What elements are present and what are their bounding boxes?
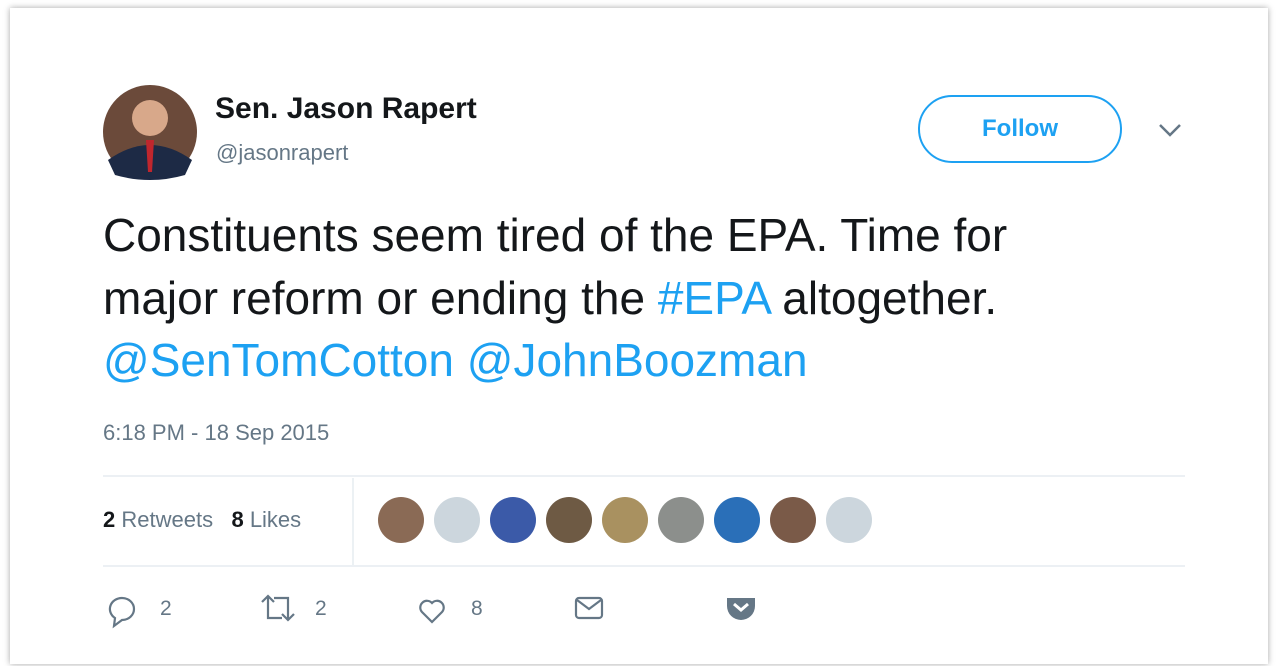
caret-icon[interactable]: [1160, 125, 1180, 135]
liker-avatar[interactable]: [434, 497, 480, 543]
liker-avatar[interactable]: [490, 497, 536, 543]
page: Sen. Jason Rapert @jasonrapert Follow Co…: [0, 0, 1278, 666]
liker-avatar[interactable]: [714, 497, 760, 543]
profile-avatar[interactable]: [103, 85, 197, 180]
liker-avatar[interactable]: [770, 497, 816, 543]
reply-icon[interactable]: [110, 598, 134, 626]
tweet-text: [454, 334, 467, 386]
timestamp[interactable]: 6:18 PM - 18 Sep 2015: [103, 420, 329, 446]
like-count: 8: [231, 507, 243, 532]
mention-link[interactable]: @SenTomCotton: [103, 334, 454, 386]
engagement-stats: 2 Retweets 8 Likes: [103, 507, 301, 533]
retweet-count: 2: [103, 507, 115, 532]
liker-avatars: [378, 497, 872, 543]
liker-avatar[interactable]: [658, 497, 704, 543]
user-name[interactable]: Sen. Jason Rapert: [215, 92, 477, 126]
tweet-line: @SenTomCotton @JohnBoozman: [103, 333, 808, 387]
retweets-stat[interactable]: 2 Retweets: [103, 507, 213, 532]
pocket-icon[interactable]: [727, 598, 755, 620]
liker-avatar[interactable]: [602, 497, 648, 543]
user-handle[interactable]: @jasonrapert: [216, 140, 348, 166]
tweet-text: Constituents seem tired of the EPA. Time…: [103, 209, 1007, 261]
retweet-label: Retweets: [121, 507, 213, 532]
tweet-line: Constituents seem tired of the EPA. Time…: [103, 208, 1007, 262]
retweet-icon[interactable]: [262, 596, 294, 620]
hashtag-link[interactable]: #EPA: [658, 272, 770, 324]
follow-button[interactable]: Follow: [918, 95, 1122, 163]
tweet-text: altogether.: [770, 272, 998, 324]
liker-avatar[interactable]: [378, 497, 424, 543]
mention-link[interactable]: @JohnBoozman: [467, 334, 808, 386]
like-label: Likes: [250, 507, 301, 532]
tweet-text: major reform or ending the: [103, 272, 658, 324]
reply-count: 2: [160, 597, 172, 621]
tweet-line: major reform or ending the #EPA altogeth…: [103, 271, 997, 325]
like-action-count: 8: [471, 597, 483, 621]
liker-avatar[interactable]: [546, 497, 592, 543]
like-icon[interactable]: [420, 601, 443, 622]
retweet-action-count: 2: [315, 597, 327, 621]
likes-stat[interactable]: 8 Likes: [231, 507, 301, 532]
liker-avatar[interactable]: [826, 497, 872, 543]
